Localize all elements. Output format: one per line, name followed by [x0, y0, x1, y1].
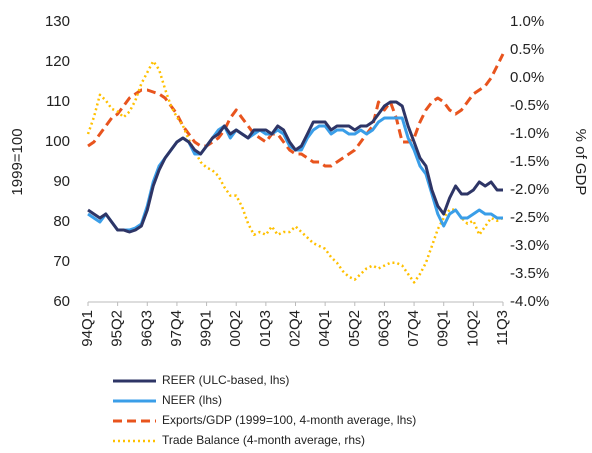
series-line — [87, 116, 503, 232]
y2-tick-label: -0.5% — [510, 97, 549, 114]
x-tick-label: 10Q2 — [464, 310, 481, 347]
y2-tick-label: -1.0% — [510, 125, 549, 142]
x-tick-label: 99Q1 — [198, 310, 215, 347]
x-tick-label: 01Q3 — [257, 310, 274, 347]
x-tick-label: 97Q4 — [168, 310, 185, 347]
y2-tick-label: 0.0% — [510, 69, 544, 86]
x-tick-label: 96Q3 — [138, 310, 155, 347]
y-tick-label: 120 — [45, 53, 70, 70]
x-tick-label: 00Q2 — [227, 310, 244, 347]
x-tick-label: 94Q1 — [79, 310, 96, 347]
legend-label: NEER (lhs) — [162, 393, 222, 407]
y2-axis-label: % of GDP — [572, 129, 589, 196]
y2-tick-label: -2.5% — [510, 209, 549, 226]
y2-tick-label: 1.0% — [510, 13, 544, 30]
x-tick-label: 05Q2 — [346, 310, 363, 347]
y-tick-label: 60 — [53, 293, 70, 310]
y2-tick-label: -4.0% — [510, 293, 549, 310]
y2-tick-label: -2.0% — [510, 181, 549, 198]
x-tick-label: 02Q4 — [286, 310, 303, 347]
x-tick-label: 11Q3 — [494, 310, 511, 346]
y2-tick-label: -1.5% — [510, 153, 549, 170]
x-tick-label: 07Q4 — [405, 310, 422, 347]
x-tick-label: 09Q1 — [435, 310, 452, 347]
y-tick-label: 70 — [53, 253, 70, 270]
x-tick-label: 06Q3 — [375, 310, 392, 347]
x-tick-label: 04Q1 — [316, 310, 333, 347]
y-tick-label: 90 — [53, 173, 70, 190]
y2-tick-label: 0.5% — [510, 41, 544, 58]
y-tick-label: 110 — [46, 93, 70, 110]
legend-label: Trade Balance (4-month average, rhs) — [162, 433, 365, 447]
series-line — [86, 59, 504, 284]
y-tick-label: 130 — [45, 13, 70, 30]
x-tick-label: 95Q2 — [109, 310, 126, 347]
y2-tick-label: -3.0% — [510, 237, 549, 254]
y-tick-label: 80 — [53, 213, 70, 230]
y-axis-label: 1999=100 — [9, 128, 26, 195]
legend-label: Exports/GDP (1999=100, 4-month average, … — [162, 413, 416, 427]
legend-label: REER (ULC-based, lhs) — [162, 373, 289, 387]
y-tick-label: 100 — [45, 133, 70, 150]
y2-tick-label: -3.5% — [510, 265, 549, 282]
series-line — [87, 100, 503, 234]
